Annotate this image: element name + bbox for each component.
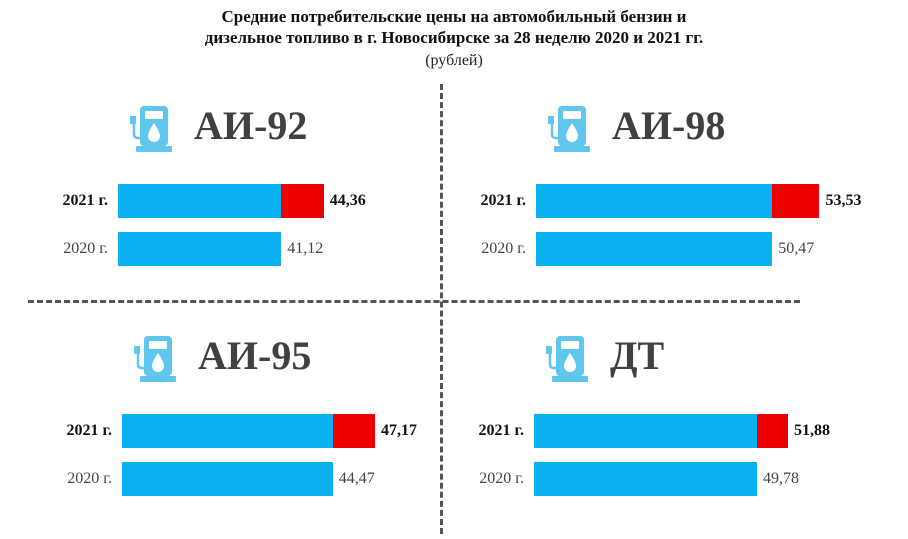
value-label: 44,47 <box>338 470 375 487</box>
bar-base-segment <box>536 184 773 218</box>
bar <box>536 232 773 266</box>
year-label: 2021 г. <box>66 422 112 439</box>
chart-title: Средние потребительские цены на автомоби… <box>0 6 908 48</box>
value-label: 49,78 <box>763 470 799 487</box>
bar-row: 2020 г. 41,12 <box>38 232 458 266</box>
bar-increase-segment <box>757 414 789 448</box>
bar-increase-segment <box>281 184 324 218</box>
fuel-name: ДТ <box>610 333 665 378</box>
bar <box>534 462 757 496</box>
fuel-name: АИ-95 <box>198 333 312 378</box>
fuel-pump-icon <box>124 100 180 156</box>
bar-row: 2021 г. 51,88 <box>454 414 874 448</box>
year-label: 2021 г. <box>480 192 526 209</box>
horizontal-divider <box>28 300 800 303</box>
year-label: 2020 г. <box>479 470 524 487</box>
fuel-pump-icon <box>540 330 596 386</box>
bar <box>122 462 333 496</box>
year-label: 2021 г. <box>478 422 524 439</box>
year-label: 2021 г. <box>62 192 108 209</box>
bar-base-segment <box>122 414 333 448</box>
year-label: 2020 г. <box>67 470 112 487</box>
bar-row: 2021 г. 53,53 <box>456 184 876 218</box>
bar <box>118 184 324 218</box>
fuel-name: АИ-98 <box>612 103 726 148</box>
bar-base-segment <box>118 184 282 218</box>
bar-row: 2020 г. 44,47 <box>42 462 462 496</box>
year-label: 2020 г. <box>481 240 526 257</box>
value-label: 53,53 <box>825 192 862 209</box>
fuel-panel: АИ-92 2021 г. 44,36 2020 г. 41,12 <box>38 100 458 300</box>
bar-increase-segment <box>332 414 375 448</box>
value-label: 44,36 <box>329 192 366 209</box>
value-label: 41,12 <box>287 240 324 257</box>
bar-row: 2021 г. 47,17 <box>42 414 462 448</box>
chart-title-line-2: дизельное топливо в г. Новосибирске за 2… <box>204 28 704 47</box>
bar-row: 2020 г. 49,78 <box>454 462 874 496</box>
chart-subtitle: (рублей) <box>425 52 483 69</box>
bar-base-segment <box>536 232 773 266</box>
value-label: 50,47 <box>778 240 815 257</box>
chart-title-line-1: Средние потребительские цены на автомоби… <box>221 7 687 26</box>
bar-base-segment <box>122 462 333 496</box>
bar <box>118 232 282 266</box>
bar-increase-segment <box>772 184 820 218</box>
fuel-pump-icon <box>542 100 598 156</box>
fuel-pump-icon <box>128 330 184 386</box>
bar <box>534 414 789 448</box>
bar-base-segment <box>118 232 282 266</box>
bar <box>122 414 375 448</box>
fuel-panel: АИ-95 2021 г. 47,17 2020 г. 44,47 <box>42 330 462 530</box>
bar-row: 2021 г. 44,36 <box>38 184 458 218</box>
bar-row: 2020 г. 50,47 <box>456 232 876 266</box>
fuel-panel: ДТ 2021 г. 51,88 2020 г. 49,78 <box>454 330 874 530</box>
vertical-divider <box>440 84 443 534</box>
value-label: 51,88 <box>794 422 831 439</box>
fuel-name: АИ-92 <box>194 103 308 148</box>
fuel-panel: АИ-98 2021 г. 53,53 2020 г. 50,47 <box>456 100 876 300</box>
bar-base-segment <box>534 414 757 448</box>
bar-base-segment <box>534 462 757 496</box>
year-label: 2020 г. <box>63 240 108 257</box>
value-label: 47,17 <box>381 422 418 439</box>
bar <box>536 184 820 218</box>
